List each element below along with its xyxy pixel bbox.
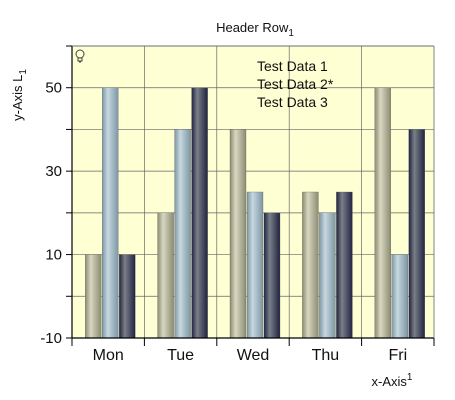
x-tick-label: Fri	[388, 347, 407, 364]
bar-wed-series-1	[229, 129, 247, 339]
bar-mon-series-2	[102, 87, 119, 339]
y-tick-label: 50	[45, 80, 62, 97]
legend: Test Data 1 Test Data 2* Test Data 3	[257, 58, 334, 110]
x-axis-title: x-Axis1	[372, 372, 413, 389]
legend-item-1: Test Data 1	[257, 58, 328, 74]
tick-labels: Mon Tue Wed Thu Fri -10 10 30 50	[40, 80, 407, 364]
bar-tue-series-1	[157, 212, 174, 339]
legend-item-3: Test Data 3	[257, 94, 328, 110]
y-axis-title: y-Axis L1	[10, 69, 29, 121]
bar-mon-series-1	[85, 254, 102, 339]
bar-fri-series-1	[374, 87, 391, 339]
bar-fri-series-2	[391, 254, 408, 339]
legend-item-2: Test Data 2*	[257, 76, 334, 92]
bar-thu-series-1	[302, 191, 319, 339]
bar-tue-series-2	[174, 129, 191, 339]
bar-tue-series-3	[191, 87, 208, 339]
bar-wed-series-2	[246, 191, 264, 339]
chart-title: Header Row1	[216, 20, 294, 39]
lightbulb-icon	[75, 49, 85, 63]
bar-fri-series-3	[408, 129, 425, 339]
axes	[66, 45, 435, 346]
x-tick-label: Thu	[312, 347, 340, 364]
y-tick-label: 10	[45, 247, 62, 264]
y-tick-label: -10	[40, 330, 62, 347]
x-tick-label: Mon	[93, 347, 124, 364]
bar-wed-series-3	[263, 212, 281, 339]
bar-mon-series-3	[119, 254, 136, 339]
bar-thu-series-3	[336, 191, 353, 339]
bar-thu-series-2	[319, 212, 336, 339]
x-tick-label: Wed	[237, 347, 270, 364]
y-tick-label: 30	[45, 163, 62, 180]
bars	[85, 87, 425, 339]
x-tick-label: Tue	[167, 347, 194, 364]
